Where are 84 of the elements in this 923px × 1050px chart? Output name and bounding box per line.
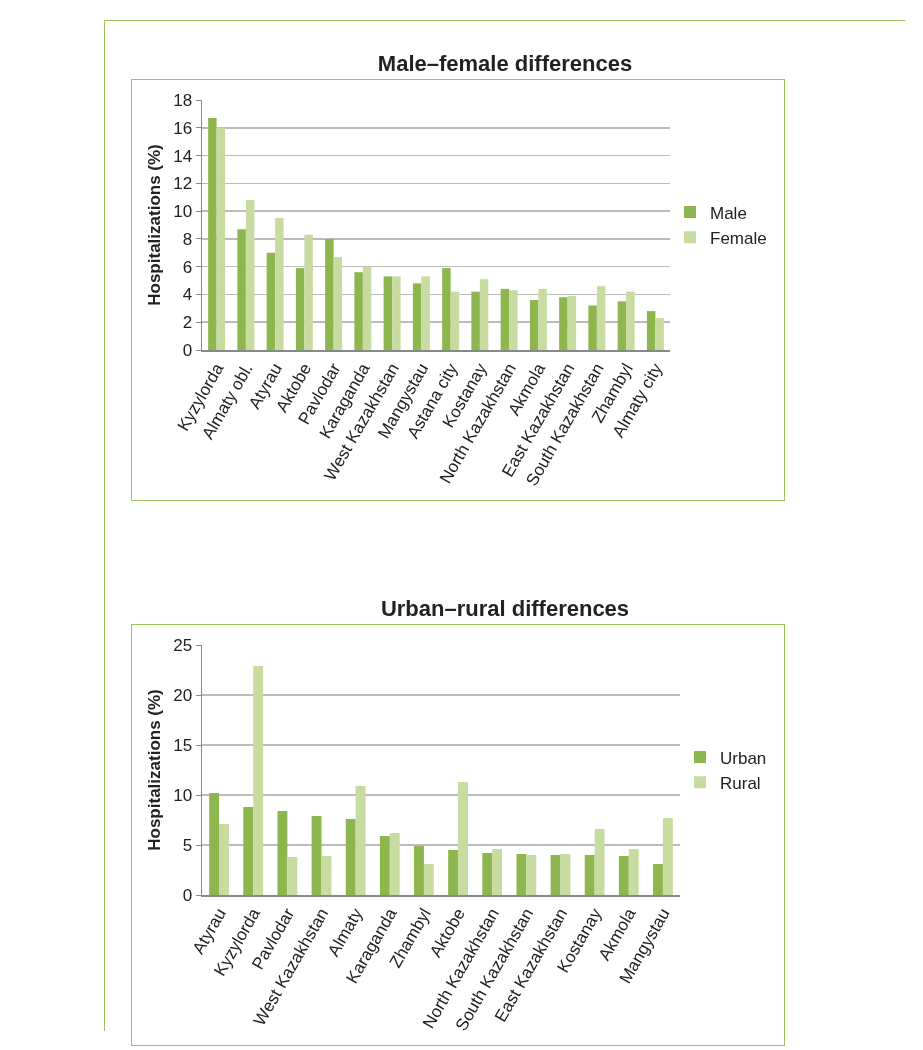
bar bbox=[345, 819, 356, 895]
y-tick-label: 2 bbox=[182, 313, 193, 333]
bar bbox=[354, 272, 363, 350]
bar bbox=[321, 856, 332, 895]
bar bbox=[655, 318, 664, 350]
bar bbox=[362, 266, 372, 350]
bar bbox=[421, 276, 430, 350]
y-axis-title: Hospitalizations (%) bbox=[144, 144, 164, 306]
y-tick-label: 4 bbox=[182, 285, 193, 305]
bar bbox=[516, 854, 527, 895]
bar bbox=[471, 291, 480, 350]
bar bbox=[423, 864, 434, 895]
bar bbox=[662, 818, 673, 895]
y-tick-label: 15 bbox=[173, 735, 193, 755]
bar bbox=[450, 291, 460, 350]
bar bbox=[458, 782, 468, 895]
bar bbox=[588, 305, 597, 350]
bar bbox=[333, 256, 343, 350]
bar bbox=[253, 666, 264, 895]
bar bbox=[392, 276, 401, 350]
bar bbox=[325, 238, 334, 350]
bar bbox=[646, 311, 656, 350]
bar bbox=[492, 849, 503, 895]
y-tick-label: 20 bbox=[173, 685, 193, 705]
bar bbox=[653, 864, 663, 895]
legend-label: Urban bbox=[720, 748, 767, 768]
legend-label: Female bbox=[710, 228, 767, 248]
bar bbox=[596, 286, 606, 350]
bar bbox=[219, 824, 229, 895]
bar bbox=[277, 811, 288, 895]
y-tick-label: 5 bbox=[182, 835, 193, 855]
bar bbox=[628, 849, 639, 895]
bar bbox=[594, 829, 605, 895]
bar bbox=[266, 252, 276, 350]
y-tick-label: 10 bbox=[173, 202, 193, 222]
y-tick-label: 12 bbox=[173, 174, 193, 194]
bar bbox=[412, 283, 422, 350]
legend-label: Male bbox=[710, 203, 747, 223]
bar bbox=[209, 793, 220, 895]
bar bbox=[208, 118, 217, 350]
bar bbox=[379, 836, 390, 895]
bar bbox=[355, 786, 366, 895]
y-tick-label: 8 bbox=[182, 229, 193, 249]
y-axis-title: Hospitalizations (%) bbox=[144, 689, 164, 851]
bar bbox=[287, 857, 298, 895]
bar bbox=[448, 850, 459, 895]
bar bbox=[295, 268, 305, 350]
bar bbox=[617, 301, 627, 350]
bar bbox=[567, 295, 577, 350]
bar bbox=[584, 855, 595, 895]
bar bbox=[500, 288, 510, 350]
y-tick-label: 0 bbox=[182, 340, 193, 360]
bar bbox=[442, 268, 451, 350]
y-tick-label: 14 bbox=[173, 146, 193, 166]
bar bbox=[389, 833, 400, 895]
bar bbox=[529, 300, 539, 350]
bar bbox=[304, 234, 313, 350]
bar bbox=[538, 288, 547, 350]
bar bbox=[482, 853, 493, 895]
bar bbox=[618, 856, 629, 895]
bar bbox=[275, 218, 284, 350]
y-tick-label: 18 bbox=[173, 90, 193, 110]
bar bbox=[216, 127, 226, 350]
bar bbox=[414, 846, 424, 895]
bar bbox=[383, 276, 393, 350]
bar bbox=[550, 855, 561, 895]
bar bbox=[311, 816, 322, 895]
bar bbox=[479, 279, 489, 350]
y-tick-label: 16 bbox=[173, 118, 193, 138]
y-tick-label: 25 bbox=[173, 635, 193, 655]
bar bbox=[245, 200, 255, 350]
bar bbox=[243, 807, 254, 895]
chart-title: Male–female differences bbox=[376, 50, 634, 78]
bar bbox=[509, 290, 518, 350]
y-tick-label: 0 bbox=[182, 885, 193, 905]
y-tick-label: 10 bbox=[173, 785, 193, 805]
chart-title: Urban–rural differences bbox=[379, 595, 631, 623]
bar bbox=[560, 854, 571, 895]
bar bbox=[237, 229, 246, 350]
legend-label: Rural bbox=[720, 773, 761, 793]
y-tick-label: 6 bbox=[182, 257, 193, 277]
bar bbox=[559, 297, 568, 350]
bar bbox=[626, 291, 635, 350]
bar bbox=[526, 855, 537, 895]
